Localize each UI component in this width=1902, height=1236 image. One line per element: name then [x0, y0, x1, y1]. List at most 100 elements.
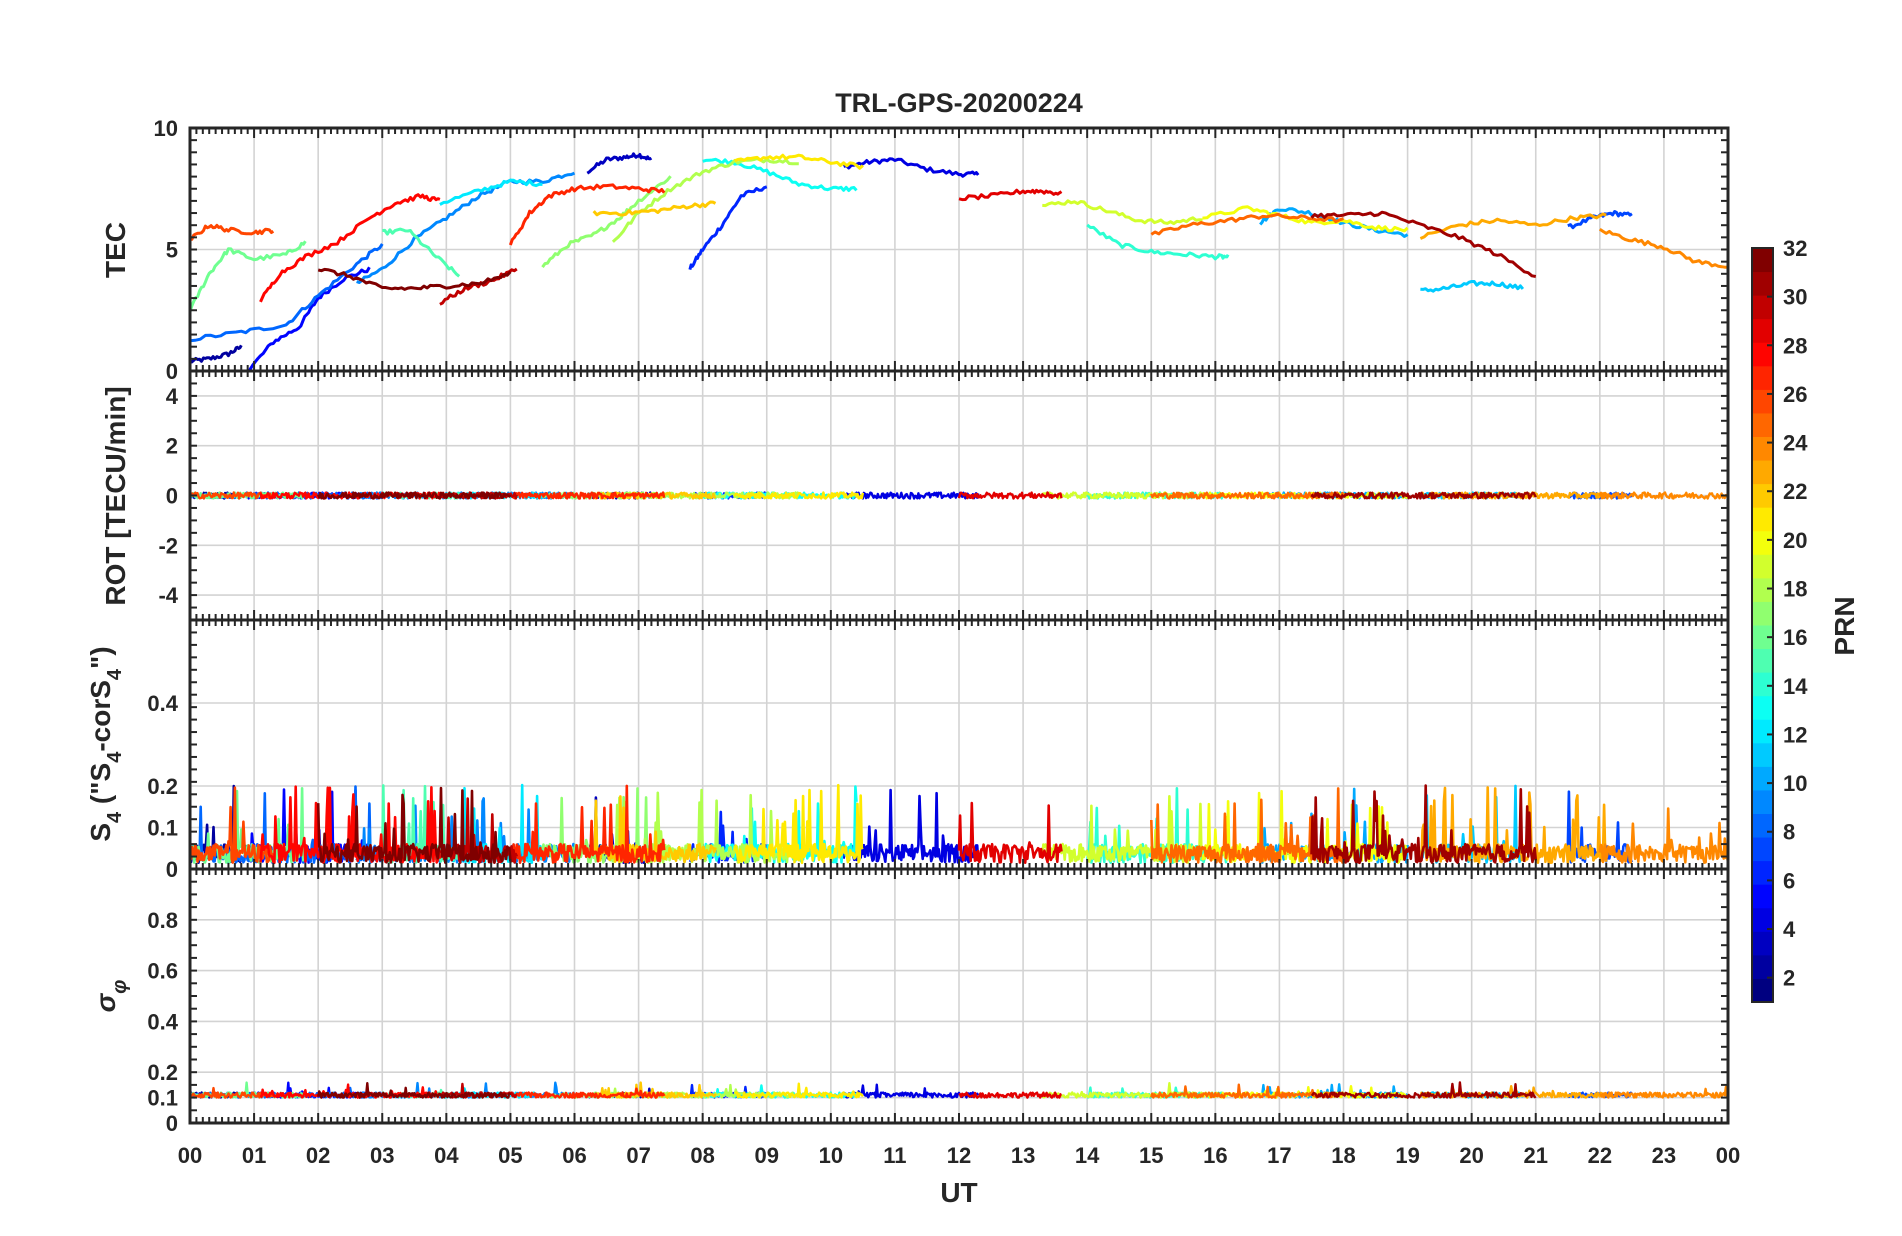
tec-series-prn-6 — [688, 185, 768, 270]
tec-series-prn-20 — [1202, 205, 1409, 233]
tec-series-prn-13 — [702, 157, 858, 192]
x-tick-label: 07 — [626, 1143, 650, 1168]
s4-series-prn-23 — [1419, 786, 1608, 864]
colorbar-segment — [1752, 742, 1773, 767]
colorbar-segment — [1752, 248, 1773, 273]
panel-sigma_phi: 00.10.2 0.4 0.6 0.8 σφ — [90, 867, 1730, 1136]
tec-series-prn-29 — [958, 188, 1063, 202]
x-tick-label: 21 — [1524, 1143, 1548, 1168]
tec-series-prn-4 — [843, 157, 980, 178]
sigma_phi-series-prn-31 — [1310, 1081, 1537, 1099]
tec-series-prn-14 — [1086, 223, 1230, 261]
x-tick-label: 17 — [1267, 1143, 1291, 1168]
y-tick-label: 2 — [166, 434, 178, 459]
colorbar-segment — [1752, 837, 1773, 862]
colorbar-segment — [1752, 695, 1773, 720]
s4-series-prn-27 — [509, 784, 666, 864]
sigma_phi-series-prn-27 — [509, 1087, 666, 1099]
x-tick-label: 09 — [755, 1143, 779, 1168]
sigma_phi-series-prn-32 — [317, 1082, 512, 1099]
colorbar-tick-label: 4 — [1783, 917, 1796, 942]
x-tick-label: 11 — [883, 1143, 906, 1168]
colorbar-tick-label: 8 — [1783, 820, 1795, 845]
colorbar-label: PRN — [1829, 596, 1860, 655]
colorbar-tick-label: 6 — [1783, 868, 1795, 893]
colorbar-frame — [1751, 247, 1774, 1003]
y-tick-label: 0.8 — [147, 908, 178, 933]
y-tick-label: 0.2 — [147, 1060, 178, 1085]
rot-series-prn-21 — [733, 491, 865, 500]
colorbar-tick-label: 18 — [1783, 577, 1807, 602]
tec-series-prn-27 — [508, 183, 666, 246]
s4-series-prn-31 — [1310, 784, 1538, 865]
colorbar-segment — [1752, 577, 1773, 602]
s4-series-prn-25 — [1150, 787, 1345, 864]
y-tick-label: 0.1 — [147, 816, 178, 841]
colorbar-segment — [1752, 907, 1773, 932]
series-group-s4 — [190, 783, 1728, 865]
colorbar-tick-label: 10 — [1783, 771, 1807, 796]
y-axis-label-rot: ROT [TECU/min] — [100, 386, 131, 605]
colorbar-segment — [1752, 436, 1773, 461]
series-group-sigma_phi — [190, 1081, 1728, 1099]
s4-series-prn-4 — [842, 788, 980, 864]
x-tick-label: 03 — [370, 1143, 394, 1168]
x-tick-label: 18 — [1331, 1143, 1355, 1168]
rot-series-prn-24 — [1598, 491, 1728, 500]
y-axis-label-s4: S4 ("S4-corS4") — [85, 646, 126, 841]
x-tick-label: 19 — [1395, 1143, 1419, 1168]
colorbar-tick-label: 2 — [1783, 966, 1795, 991]
y-tick-label: 0.6 — [147, 959, 178, 984]
colorbar-segment — [1752, 648, 1773, 673]
tec-series-prn-23 — [1419, 212, 1607, 240]
colorbar-segment — [1752, 601, 1773, 626]
y-tick-label: 10 — [154, 116, 178, 141]
tec-series-prn-31 — [1310, 210, 1537, 278]
sigma_phi-series-prn-26 — [190, 1086, 275, 1099]
x-tick-label: 05 — [498, 1143, 522, 1168]
y-tick-label: 0.2 — [147, 774, 178, 799]
colorbar-tick-label: 12 — [1783, 722, 1807, 747]
colorbar-segment — [1752, 271, 1773, 296]
colorbar-segment — [1752, 672, 1773, 697]
colorbar-segment — [1752, 860, 1773, 885]
tec-series-prn-28 — [259, 193, 441, 303]
y-tick-label: -4 — [158, 583, 178, 608]
x-tick-label: 12 — [947, 1143, 971, 1168]
s4-series-prn-29 — [957, 801, 1063, 864]
colorbar-segment — [1752, 389, 1773, 414]
x-tick-label: 15 — [1139, 1143, 1163, 1168]
colorbar-tick-label: 16 — [1783, 625, 1807, 650]
sigma_phi-series-prn-21 — [734, 1082, 864, 1099]
rot-series-prn-29 — [957, 491, 1063, 500]
tec-series-prn-25 — [1150, 212, 1344, 236]
colorbar-tick-label: 24 — [1783, 431, 1808, 456]
rot-series-prn-26 — [190, 491, 275, 500]
colorbar-tick-label: 32 — [1783, 236, 1807, 261]
sigma_phi-series-prn-24 — [1598, 1085, 1728, 1099]
x-tick-label: 20 — [1459, 1143, 1483, 1168]
rot-series-prn-32 — [317, 491, 512, 500]
y-tick-label: 0.4 — [147, 691, 178, 716]
tec-series-prn-5 — [247, 266, 371, 371]
tec-series-prn-21 — [734, 153, 864, 170]
rot-series-prn-4 — [842, 491, 980, 500]
rot-series-prn-27 — [509, 491, 666, 500]
tec-series-prn-2 — [190, 344, 243, 364]
tec-series-prn-9 — [356, 171, 576, 284]
y-tick-label: 4 — [166, 384, 179, 409]
tec-series-prn-32 — [317, 267, 512, 291]
colorbar-tick-label: 20 — [1783, 528, 1807, 553]
s4-series-prn-32 — [316, 786, 512, 864]
colorbar-tick-label: 30 — [1783, 285, 1807, 310]
colorbar-segment — [1752, 460, 1773, 485]
x-tick-label: 23 — [1652, 1143, 1676, 1168]
y-tick-label: -2 — [158, 533, 178, 558]
tec-series-prn-7 — [1567, 210, 1633, 230]
tec-series-prn-17 — [541, 175, 672, 268]
colorbar-segment — [1752, 884, 1773, 909]
tec-series-prn-15 — [382, 227, 461, 278]
colorbar-segment — [1752, 318, 1773, 343]
